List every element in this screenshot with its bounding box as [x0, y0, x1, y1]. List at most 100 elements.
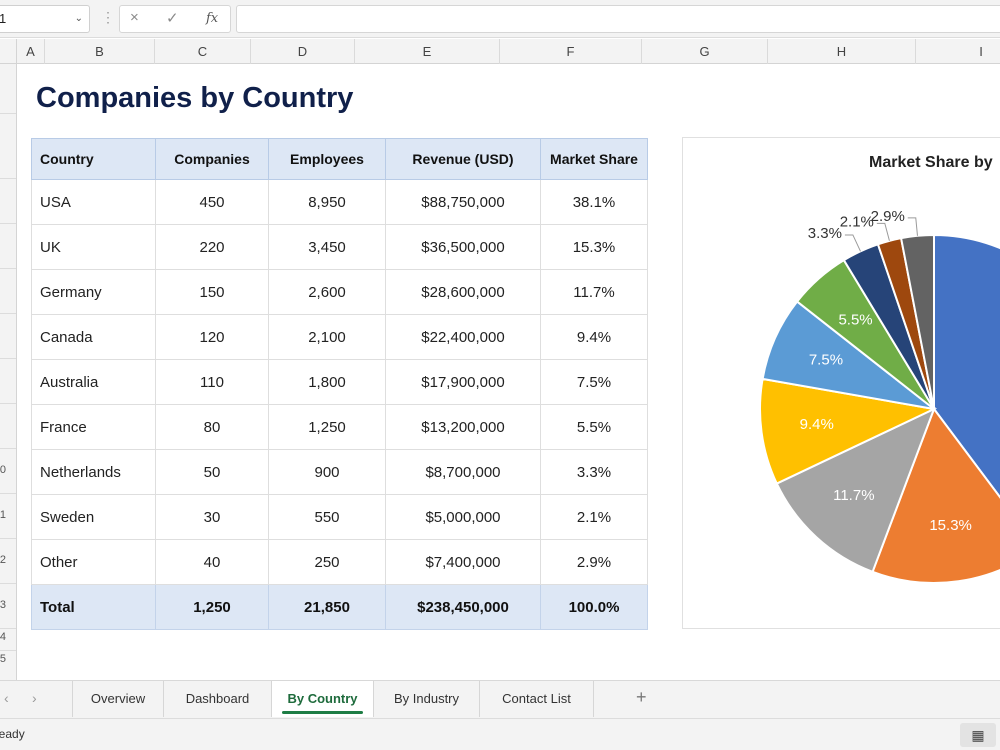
cell-employees[interactable]: 900	[268, 449, 386, 495]
cell-market-share[interactable]: 15.3%	[540, 224, 648, 270]
column-header-g[interactable]: G	[642, 39, 768, 64]
tab-dashboard[interactable]: Dashboard	[164, 681, 272, 717]
total-label[interactable]: Total	[31, 584, 156, 630]
cell-revenue[interactable]: $28,600,000	[385, 269, 541, 315]
column-header-b[interactable]: B	[45, 39, 155, 64]
enter-icon[interactable]: ✓	[166, 10, 179, 27]
cell-employees[interactable]: 2,600	[268, 269, 386, 315]
cell-market-share[interactable]: 38.1%	[540, 179, 648, 225]
cell-country[interactable]: Germany	[31, 269, 156, 315]
cell-companies[interactable]: 150	[155, 269, 269, 315]
total-revenue[interactable]: $238,450,000	[385, 584, 541, 630]
cell-companies[interactable]: 50	[155, 449, 269, 495]
pie-slice-canada[interactable]	[759, 377, 938, 485]
row-header-12[interactable]: 2	[0, 554, 6, 566]
cell-companies[interactable]: 110	[155, 359, 269, 405]
cell-employees[interactable]: 8,950	[268, 179, 386, 225]
cell-revenue[interactable]: $17,900,000	[385, 359, 541, 405]
cell-market-share[interactable]: 2.1%	[540, 494, 648, 540]
pie-slice-germany[interactable]	[775, 407, 936, 574]
column-header-c[interactable]: C	[155, 39, 251, 64]
cell-employees[interactable]: 550	[268, 494, 386, 540]
row-header-15[interactable]: 5	[0, 653, 6, 665]
formula-input[interactable]	[236, 5, 1000, 33]
pie-slice-usa[interactable]	[933, 233, 1000, 548]
cell-country[interactable]: Netherlands	[31, 449, 156, 495]
cell-employees[interactable]: 1,250	[268, 404, 386, 450]
row-header-10[interactable]: 0	[0, 464, 6, 476]
cell-revenue[interactable]: $8,700,000	[385, 449, 541, 495]
header-country[interactable]: Country	[31, 138, 156, 180]
pie-slice-uk[interactable]	[871, 406, 1000, 584]
cell-employees[interactable]: 1,800	[268, 359, 386, 405]
row-header-13[interactable]: 3	[0, 599, 6, 611]
cell-companies[interactable]: 120	[155, 314, 269, 360]
cell-market-share[interactable]: 7.5%	[540, 359, 648, 405]
total-market-share[interactable]: 100.0%	[540, 584, 648, 630]
cell-country[interactable]: Other	[31, 539, 156, 585]
cell-market-share[interactable]: 9.4%	[540, 314, 648, 360]
row-header-14[interactable]: 4	[0, 631, 6, 643]
cell-country[interactable]: USA	[31, 179, 156, 225]
cell-market-share[interactable]: 11.7%	[540, 269, 648, 315]
column-header-i[interactable]: I	[979, 44, 983, 59]
tab-overview[interactable]: Overview	[72, 681, 164, 717]
cancel-icon[interactable]: ×	[130, 9, 139, 26]
market-share-chart[interactable]: 15.3% 11.7% 9.4% 7.5% 5.5% 3.3% 2.1% 2.9% Marke…	[682, 137, 1000, 629]
header-companies[interactable]: Companies	[155, 138, 269, 180]
cell-revenue[interactable]: $7,400,000	[385, 539, 541, 585]
grid-view-icon[interactable]: ▦	[960, 723, 996, 747]
header-employees[interactable]: Employees	[268, 138, 386, 180]
cell-companies[interactable]: 220	[155, 224, 269, 270]
row-divider	[0, 650, 16, 651]
cell-market-share[interactable]: 5.5%	[540, 404, 648, 450]
insert-function-icon[interactable]: fx	[206, 11, 219, 26]
column-header-d[interactable]: D	[251, 39, 355, 64]
total-employees[interactable]: 21,850	[268, 584, 386, 630]
cell-country[interactable]: Australia	[31, 359, 156, 405]
cell-revenue[interactable]: $22,400,000	[385, 314, 541, 360]
cell-market-share[interactable]: 3.3%	[540, 449, 648, 495]
cell-companies[interactable]: 80	[155, 404, 269, 450]
chart-title[interactable]: Market Share by	[869, 154, 993, 171]
cell-country[interactable]: Canada	[31, 314, 156, 360]
cell-market-share[interactable]: 2.9%	[540, 539, 648, 585]
header-revenue[interactable]: Revenue (USD)	[385, 138, 541, 180]
cell-revenue[interactable]: $5,000,000	[385, 494, 541, 540]
cell-companies[interactable]: 450	[155, 179, 269, 225]
cell-country[interactable]: France	[31, 404, 156, 450]
chevron-right-icon[interactable]: ›	[32, 690, 37, 706]
chevron-left-icon[interactable]: ‹	[4, 690, 9, 706]
column-header-a[interactable]: A	[17, 39, 45, 64]
select-all-corner[interactable]	[0, 39, 17, 64]
cell-employees[interactable]: 2,100	[268, 314, 386, 360]
more-options-icon[interactable]: ⋮	[101, 9, 115, 25]
cell-employees[interactable]: 3,450	[268, 224, 386, 270]
name-box[interactable]: 1 ⌄	[0, 5, 90, 33]
row-divider	[0, 358, 16, 359]
cell-revenue[interactable]: $36,500,000	[385, 224, 541, 270]
cell-companies[interactable]: 30	[155, 494, 269, 540]
pie-label-netherlands: 3.3%	[808, 225, 842, 242]
total-companies[interactable]: 1,250	[155, 584, 269, 630]
cell-companies[interactable]: 40	[155, 539, 269, 585]
cell-revenue[interactable]: $88,750,000	[385, 179, 541, 225]
tab-by-industry[interactable]: By Industry	[374, 681, 480, 717]
cell-revenue[interactable]: $13,200,000	[385, 404, 541, 450]
table-row: Germany 150 2,600 $28,600,000 11.7%	[31, 269, 648, 315]
column-header-h[interactable]: H	[768, 39, 916, 64]
header-market-share[interactable]: Market Share	[540, 138, 648, 180]
cell-country[interactable]: Sweden	[31, 494, 156, 540]
column-header-e[interactable]: E	[355, 39, 500, 64]
pie-slice-other[interactable]	[899, 233, 935, 410]
row-header-11[interactable]: 1	[0, 509, 6, 521]
cell-country[interactable]: UK	[31, 224, 156, 270]
add-sheet-icon[interactable]: +	[636, 687, 647, 707]
cell-employees[interactable]: 250	[268, 539, 386, 585]
tab-contact-list[interactable]: Contact List	[480, 681, 594, 717]
column-headers: A B C D E F G H I	[0, 39, 1000, 64]
sheet-title[interactable]: Companies by Country	[36, 82, 354, 114]
column-header-f[interactable]: F	[500, 39, 642, 64]
chevron-down-icon[interactable]: ⌄	[74, 13, 83, 24]
tab-by-country[interactable]: By Country	[272, 681, 374, 717]
